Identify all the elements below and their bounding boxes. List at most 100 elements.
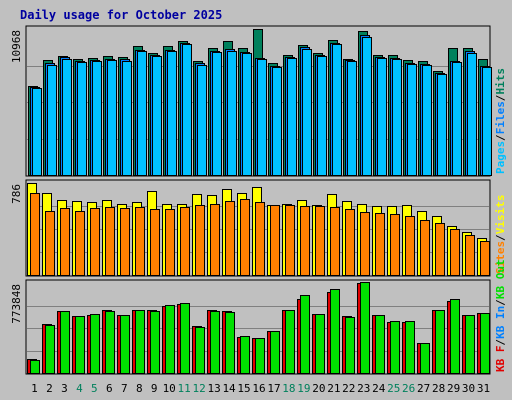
day-label-29: 29: [447, 382, 460, 395]
legend-kb-f: KB F: [494, 346, 507, 373]
legend-separator: /: [494, 134, 507, 141]
bar-kb-out-day-2: [45, 325, 55, 374]
bar-kb-out-day-5: [90, 314, 100, 374]
bar-kb-out-day-21: [330, 289, 340, 374]
bar-sites-day-10: [165, 209, 175, 276]
bar-sites-day-2: [45, 211, 55, 276]
bar-kb-out-day-23: [360, 282, 370, 374]
bar-kb-out-day-20: [315, 314, 325, 374]
day-label-21: 21: [327, 382, 340, 395]
bar-sites-day-28: [435, 223, 445, 276]
bar-sites-day-30: [465, 235, 475, 276]
hits-files-pages-legend: Pages/Files/Hits: [494, 68, 507, 174]
bar-kb-out-day-12: [195, 327, 205, 374]
bar-pages-day-11: [182, 44, 192, 176]
bar-sites-day-1: [30, 193, 40, 276]
day-label-5: 5: [91, 382, 98, 395]
kb-y-max-label: 773848: [10, 284, 23, 324]
bar-sites-day-4: [75, 211, 85, 276]
bar-sites-day-31: [480, 241, 490, 276]
bar-pages-day-27: [422, 65, 432, 176]
bar-sites-day-22: [345, 209, 355, 276]
bar-pages-day-18: [287, 58, 297, 176]
bar-kb-out-day-27: [420, 343, 430, 374]
bar-pages-day-15: [242, 53, 252, 176]
legend-sites: Sites: [494, 241, 507, 274]
bar-pages-day-16: [257, 59, 267, 176]
bar-sites-day-11: [180, 207, 190, 276]
bar-pages-day-17: [272, 67, 282, 176]
legend-visits: Visits: [494, 195, 507, 235]
bar-pages-day-20: [317, 56, 327, 176]
bar-sites-day-13: [210, 204, 220, 276]
legend-kb-out: KB Out: [494, 259, 507, 299]
day-label-25: 25: [387, 382, 400, 395]
bar-sites-day-25: [390, 214, 400, 276]
legend-separator: /: [494, 339, 507, 346]
bar-sites-day-7: [120, 208, 130, 276]
day-label-6: 6: [106, 382, 113, 395]
kb-legend: KB F/KB In/KB Out: [494, 259, 507, 372]
bar-sites-day-24: [375, 213, 385, 276]
bar-sites-day-29: [450, 229, 460, 276]
chart-title: Daily usage for October 2025: [20, 8, 223, 22]
day-label-4: 4: [76, 382, 83, 395]
day-label-26: 26: [402, 382, 415, 395]
bar-kb-out-day-31: [480, 313, 490, 374]
day-label-31: 31: [477, 382, 490, 395]
bar-sites-day-3: [60, 208, 70, 276]
bar-pages-day-31: [482, 67, 492, 176]
bar-kb-out-day-3: [60, 311, 70, 374]
day-label-1: 1: [31, 382, 38, 395]
bar-kb-out-day-18: [285, 310, 295, 374]
bar-kb-out-day-24: [375, 315, 385, 374]
bar-sites-day-18: [285, 205, 295, 276]
bar-sites-day-20: [315, 206, 325, 276]
kb-panel: 773848 KB F/KB In/KB Out: [10, 259, 507, 375]
day-label-30: 30: [462, 382, 475, 395]
bar-pages-day-22: [347, 61, 357, 176]
bar-kb-out-day-16: [255, 338, 265, 374]
bar-pages-day-1: [32, 88, 42, 176]
day-label-14: 14: [222, 382, 236, 395]
legend-separator: /: [494, 299, 507, 306]
bar-pages-day-12: [197, 65, 207, 176]
day-label-2: 2: [46, 382, 53, 395]
day-label-16: 16: [252, 382, 265, 395]
day-label-17: 17: [267, 382, 280, 395]
bar-kb-out-day-17: [270, 331, 280, 374]
day-label-23: 23: [357, 382, 370, 395]
bar-sites-day-5: [90, 208, 100, 276]
day-label-11: 11: [178, 382, 191, 395]
bar-sites-day-17: [270, 205, 280, 276]
bar-kb-out-day-22: [345, 317, 355, 374]
day-label-9: 9: [151, 382, 158, 395]
day-label-18: 18: [282, 382, 295, 395]
bar-sites-day-23: [360, 212, 370, 276]
bar-pages-day-3: [62, 59, 72, 176]
bar-kb-out-day-29: [450, 299, 460, 374]
bar-sites-day-8: [135, 207, 145, 276]
bar-sites-day-27: [420, 220, 430, 276]
bar-pages-day-28: [437, 74, 447, 176]
bar-pages-day-4: [77, 62, 87, 176]
day-label-3: 3: [61, 382, 68, 395]
bar-pages-day-21: [332, 44, 342, 176]
bar-kb-out-day-13: [210, 311, 220, 374]
bar-pages-day-13: [212, 52, 222, 176]
day-label-12: 12: [193, 382, 206, 395]
bar-sites-day-15: [240, 199, 250, 276]
bar-pages-day-9: [152, 56, 162, 176]
visits-sites-y-max-label: 786: [10, 184, 23, 204]
bar-pages-day-10: [167, 51, 177, 176]
bar-sites-day-26: [405, 216, 415, 276]
bar-pages-day-24: [377, 58, 387, 176]
legend-hits: Hits: [494, 68, 507, 95]
hits-files-pages-y-max-label: 10968: [10, 30, 23, 63]
bar-sites-day-12: [195, 205, 205, 276]
bar-kb-out-day-6: [105, 311, 115, 374]
bar-sites-day-9: [150, 209, 160, 276]
visits-sites-legend: Sites/Visits: [494, 195, 507, 275]
